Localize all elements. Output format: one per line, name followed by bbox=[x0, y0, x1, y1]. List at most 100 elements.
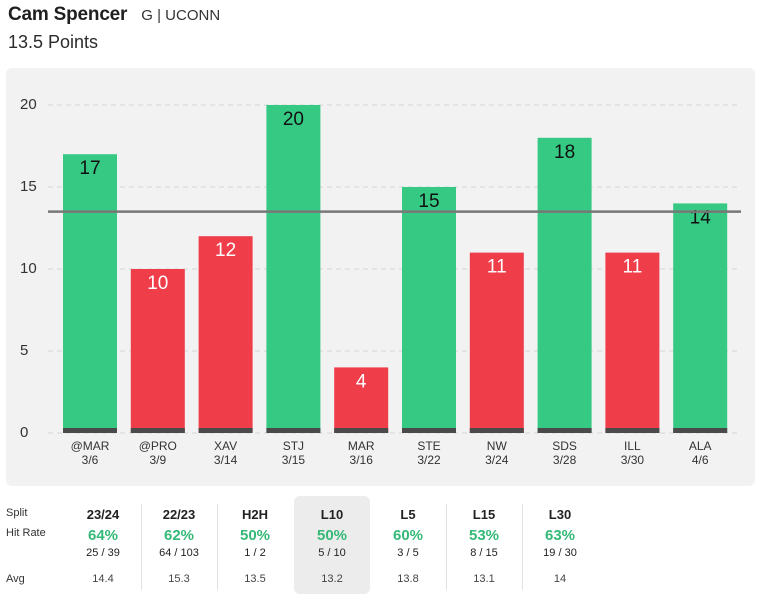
bar-value-label: 18 bbox=[554, 142, 575, 163]
x-date-label: 3/6 bbox=[82, 453, 99, 467]
avg-value: 13.2 bbox=[321, 573, 343, 585]
bar bbox=[130, 269, 185, 433]
bar-value-label: 17 bbox=[79, 158, 100, 179]
split-name: H2H bbox=[241, 507, 268, 522]
bar bbox=[469, 252, 524, 433]
column-divider bbox=[522, 504, 523, 590]
avg-value: 13.8 bbox=[397, 573, 419, 585]
hit-count: 25 / 39 bbox=[86, 547, 120, 559]
hit-count: 8 / 15 bbox=[470, 547, 498, 559]
bar-base bbox=[537, 428, 592, 433]
hit-rate-value: 53% bbox=[468, 527, 500, 544]
y-tick-label: 5 bbox=[20, 342, 28, 359]
bar-value-label: 11 bbox=[487, 257, 507, 278]
hit-count: 1 / 2 bbox=[244, 547, 266, 559]
x-tick-label: STE bbox=[417, 439, 440, 453]
bar-value-label: 10 bbox=[147, 273, 168, 294]
split-name: L15 bbox=[472, 507, 496, 522]
hit-rate-label: Hit Rate bbox=[6, 527, 46, 539]
bar-base bbox=[605, 428, 660, 433]
avg-value: 14 bbox=[553, 573, 567, 585]
bar-base bbox=[402, 428, 456, 433]
y-tick-label: 0 bbox=[20, 424, 28, 441]
y-tick-label: 10 bbox=[20, 260, 37, 277]
bar-base bbox=[266, 428, 321, 433]
bar bbox=[266, 105, 321, 433]
bar-value-label: 12 bbox=[215, 240, 236, 261]
x-tick-label: SDS bbox=[552, 439, 577, 453]
x-tick-label: XAV bbox=[214, 439, 237, 453]
bar-base bbox=[63, 428, 117, 433]
x-date-label: 3/16 bbox=[350, 453, 374, 467]
hit-rate-value: 50% bbox=[316, 527, 348, 544]
chart-panel: 0 5 10 15 20 17 @MAR 3/6 10 @PRO 3/9 12 XAV 3/14 20 STJ… bbox=[6, 68, 755, 486]
stats-table: Split Hit Rate Avg 23/24 64% 25 / 39 14.… bbox=[0, 496, 760, 600]
hit-rate-value: 50% bbox=[239, 527, 271, 544]
hit-count: 64 / 103 bbox=[159, 547, 199, 559]
hit-count: 5 / 10 bbox=[318, 547, 346, 559]
stats-row-labels: Split Hit Rate Avg bbox=[6, 496, 66, 596]
avg-value: 13.1 bbox=[473, 573, 495, 585]
x-tick-label: ILL bbox=[624, 439, 641, 453]
bar-value-label: 20 bbox=[283, 109, 304, 130]
bar-value-label: 11 bbox=[623, 257, 643, 278]
hit-rate-value: 62% bbox=[163, 527, 195, 544]
x-date-label: 4/6 bbox=[692, 453, 709, 467]
avg-value: 14.4 bbox=[92, 573, 114, 585]
x-tick-label: ALA bbox=[689, 439, 712, 453]
y-tick-label: 15 bbox=[20, 178, 37, 195]
name-line: Cam Spencer G | UCONN bbox=[8, 4, 220, 26]
bar-base bbox=[130, 428, 185, 433]
x-tick-label: @MAR bbox=[71, 439, 110, 453]
player-meta: G | UCONN bbox=[141, 7, 221, 24]
split-name: L30 bbox=[548, 507, 572, 522]
avg-value: 15.3 bbox=[168, 573, 190, 585]
column-divider bbox=[141, 504, 142, 590]
x-tick-label: NW bbox=[487, 439, 508, 453]
x-tick-label: STJ bbox=[283, 439, 304, 453]
bar-value-label: 4 bbox=[356, 371, 367, 392]
x-date-label: 3/14 bbox=[214, 453, 238, 467]
x-date-label: 3/28 bbox=[553, 453, 577, 467]
split-column-22-23[interactable]: 22/23 62% 64 / 103 15.3 bbox=[141, 496, 217, 594]
bar-base bbox=[198, 428, 253, 433]
x-tick-label: @PRO bbox=[139, 439, 177, 453]
x-tick-label: MAR bbox=[348, 439, 375, 453]
x-date-label: 3/22 bbox=[417, 453, 441, 467]
x-date-label: 3/24 bbox=[485, 453, 509, 467]
split-name: 22/23 bbox=[162, 507, 196, 522]
bar bbox=[334, 367, 389, 433]
prop-line: 13.5 Points bbox=[8, 32, 99, 52]
hit-count: 3 / 5 bbox=[397, 547, 419, 559]
split-column-l5[interactable]: L5 60% 3 / 5 13.8 bbox=[370, 496, 446, 594]
split-name: L5 bbox=[400, 507, 416, 522]
split-column-l30[interactable]: L30 63% 19 / 30 14 bbox=[522, 496, 598, 594]
split-name: L10 bbox=[320, 507, 344, 522]
bar bbox=[673, 203, 728, 433]
split-column-l15[interactable]: L15 53% 8 / 15 13.1 bbox=[446, 496, 522, 594]
player-name: Cam Spencer bbox=[8, 4, 128, 25]
split-column-l10[interactable]: L10 50% 5 / 10 13.2 bbox=[294, 496, 370, 594]
bar bbox=[537, 137, 592, 434]
x-date-label: 3/30 bbox=[621, 453, 645, 467]
column-divider bbox=[217, 504, 218, 590]
bar-value-label: 15 bbox=[418, 191, 439, 212]
player-header: Cam Spencer G | UCONN 13.5 Points bbox=[8, 4, 220, 53]
x-date-label: 3/9 bbox=[149, 453, 166, 467]
avg-label: Avg bbox=[6, 573, 25, 585]
split-column-h2h[interactable]: H2H 50% 1 / 2 13.5 bbox=[217, 496, 293, 594]
bar bbox=[605, 252, 660, 433]
hit-rate-value: 64% bbox=[87, 527, 119, 544]
bar-base bbox=[334, 428, 389, 433]
bar-base bbox=[673, 428, 728, 433]
split-label: Split bbox=[6, 507, 28, 519]
avg-value: 13.5 bbox=[244, 573, 266, 585]
split-column-23-24[interactable]: 23/24 64% 25 / 39 14.4 bbox=[65, 496, 141, 594]
bar bbox=[198, 236, 253, 433]
bar bbox=[402, 187, 456, 433]
column-divider bbox=[446, 504, 447, 590]
bar-base bbox=[469, 428, 524, 433]
x-date-label: 3/15 bbox=[282, 453, 306, 467]
bar bbox=[63, 154, 117, 433]
